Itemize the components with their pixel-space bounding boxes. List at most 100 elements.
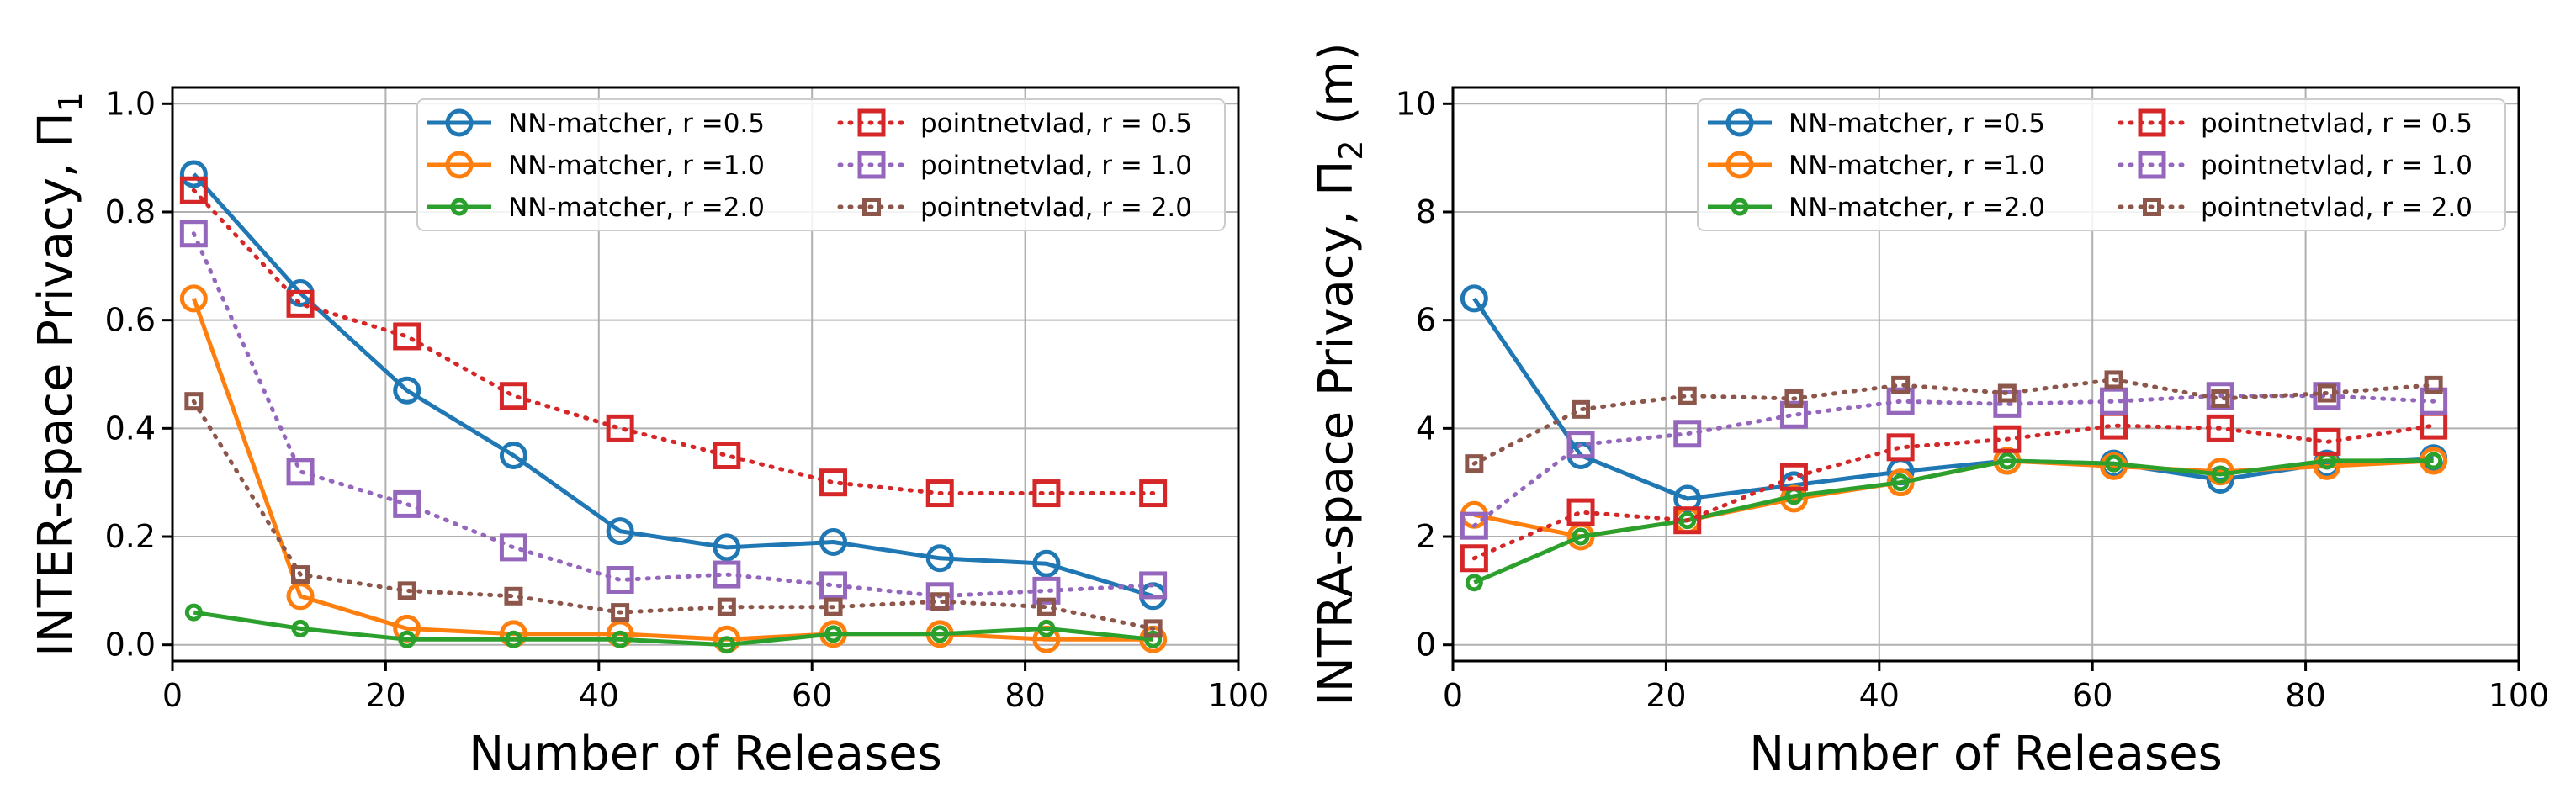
data-point	[2206, 414, 2234, 442]
chart-panel-1: 0 20 40 60 80 100 0.0 0.2 0.4 0.6 0.8 1.0 Number of …	[29, 85, 1269, 781]
data-point	[179, 160, 208, 188]
legend-item-6: pointnetvlad, r = 2.0	[2118, 193, 2473, 223]
data-point	[1566, 498, 1595, 526]
chart-panel-2: 0 20 40 60 80 100 0 2 4 6 8 10 Number of Releases INT…	[1309, 42, 2549, 781]
legend-item-4: pointnetvlad, r = 0.5	[837, 108, 1192, 139]
series-3	[1465, 452, 2443, 592]
legend-label: NN-matcher, r =2.0	[508, 193, 765, 223]
y-tick-label: 10	[1396, 85, 1436, 122]
data-point	[2313, 427, 2341, 456]
data-point	[925, 544, 954, 573]
x-tick-label: 0	[162, 677, 183, 714]
data-point	[1998, 452, 2017, 470]
y-tick-label: 0.4	[105, 410, 156, 447]
data-point	[819, 468, 848, 497]
legend-item-3: NN-matcher, r =2.0	[1708, 193, 2045, 223]
data-point	[2420, 411, 2448, 440]
data-point	[2100, 387, 2128, 415]
data-point	[504, 630, 522, 648]
series-group	[1460, 284, 2448, 592]
data-point	[606, 414, 634, 442]
data-point	[1032, 549, 1061, 578]
series-line	[1471, 394, 2436, 528]
legend: NN-matcher, r =0.5 NN-matcher, r =1.0 NN-m…	[416, 98, 1226, 231]
data-point	[1139, 571, 1168, 600]
x-tick-label: 40	[579, 677, 619, 714]
data-point	[606, 565, 634, 594]
data-point	[499, 442, 527, 470]
legend-marker	[1725, 151, 1754, 179]
series-line	[191, 231, 1156, 599]
data-point	[1678, 511, 1697, 530]
x-tick-label: 20	[365, 677, 405, 714]
data-point	[824, 625, 843, 643]
data-point	[1465, 454, 1484, 473]
legend: NN-matcher, r =0.5 NN-matcher, r =1.0 NN-m…	[1697, 98, 2506, 231]
data-point	[717, 597, 736, 616]
legend-label: NN-matcher, r =1.0	[1789, 151, 2045, 181]
series-group	[179, 160, 1168, 654]
legend-label: NN-matcher, r =2.0	[1789, 193, 2045, 223]
x-tick-label: 60	[2072, 677, 2112, 714]
data-point	[499, 382, 527, 410]
series-5	[1460, 382, 2448, 540]
data-point	[393, 489, 421, 518]
y-tick-label: 0.6	[105, 302, 156, 339]
series-line	[192, 172, 1154, 599]
legend-label: NN-matcher, r =0.5	[508, 108, 765, 139]
data-point	[504, 586, 523, 606]
data-point	[393, 376, 421, 405]
data-point	[2211, 389, 2230, 408]
series-line	[191, 188, 1156, 495]
y-tick-label: 6	[1416, 302, 1436, 339]
data-point	[2425, 452, 2443, 470]
y-tick-label: 0.8	[105, 193, 156, 230]
legend-item-3: NN-matcher, r =2.0	[427, 193, 765, 223]
data-point	[1566, 431, 1595, 459]
series-6	[1465, 370, 2443, 473]
x-axis-title: Number of Releases	[1749, 727, 2223, 781]
ticks: 0 20 40 60 80 100 0.0 0.2 0.4 0.6 0.8 1.0	[105, 85, 1269, 714]
data-point	[1460, 544, 1488, 573]
data-point	[930, 625, 949, 643]
legend-item-1: NN-matcher, r =0.5	[427, 108, 765, 139]
data-point	[925, 479, 954, 508]
data-point	[1993, 425, 2022, 453]
legend-label: pointnetvlad, r = 2.0	[920, 193, 1192, 223]
legend-marker	[1731, 198, 1749, 216]
data-point	[1673, 506, 1702, 535]
y-tick-label: 0	[1416, 627, 1436, 664]
data-point	[286, 289, 315, 318]
series-2	[179, 284, 1168, 653]
x-tick-label: 60	[792, 677, 832, 714]
data-point	[179, 176, 208, 204]
y-axis-title: INTRA-space Privacy, Π2 (m)	[1309, 42, 1370, 706]
ticks: 0 20 40 60 80 100 0 2 4 6 8 10	[1396, 85, 2550, 714]
data-point	[291, 565, 310, 584]
legend-marker	[857, 108, 886, 137]
x-tick-label: 80	[2285, 677, 2325, 714]
series-5	[179, 220, 1168, 611]
data-point	[1886, 433, 1915, 462]
legend-item-6: pointnetvlad, r = 2.0	[837, 193, 1192, 223]
data-point	[1572, 527, 1590, 546]
legend-box	[416, 98, 1226, 231]
data-point	[2424, 375, 2443, 394]
y-tick-label: 4	[1416, 410, 1436, 447]
data-point	[2317, 383, 2336, 403]
data-point	[1460, 284, 1488, 313]
series-3	[184, 603, 1163, 654]
y-axis-title: INTER-space Privacy, Π1	[29, 92, 89, 657]
legend-label: pointnetvlad, r = 0.5	[2201, 108, 2473, 139]
legend-marker	[2143, 198, 2161, 216]
series-line	[1472, 297, 2434, 501]
data-point	[398, 630, 416, 648]
data-point	[819, 527, 848, 556]
series-line	[1471, 423, 2436, 561]
data-point	[824, 597, 843, 616]
x-tick-label: 100	[1208, 677, 1269, 714]
series-line	[191, 298, 1153, 642]
data-point	[184, 392, 204, 411]
data-point	[1891, 473, 1910, 492]
